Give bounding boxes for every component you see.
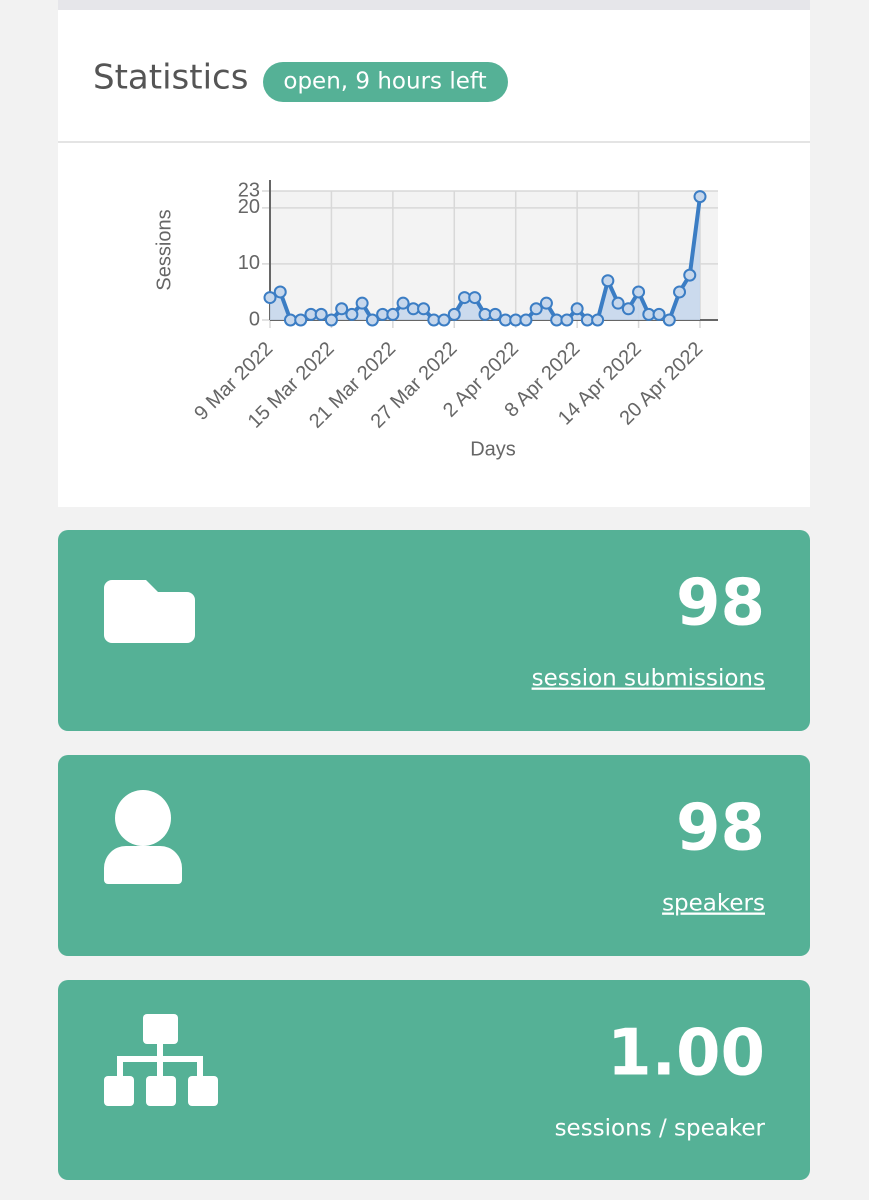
point xyxy=(560,313,574,327)
point xyxy=(601,274,615,288)
point xyxy=(355,296,369,310)
point xyxy=(488,307,502,321)
status-badge-text: open, 9 hours left xyxy=(283,69,486,95)
point xyxy=(570,302,584,316)
user-icon-head xyxy=(115,790,171,846)
point xyxy=(365,313,379,327)
x-axis-label: Days xyxy=(470,438,516,460)
point xyxy=(539,296,553,310)
point xyxy=(417,302,431,316)
y-tick-label: 23 xyxy=(238,179,260,201)
panel-title: Statistics xyxy=(93,58,248,98)
y-axis-label: Sessions xyxy=(153,209,175,290)
point xyxy=(632,285,646,299)
point xyxy=(396,296,410,310)
card-label: sessions / speaker xyxy=(555,1116,766,1142)
point xyxy=(437,313,451,327)
point xyxy=(386,307,400,321)
point xyxy=(345,307,359,321)
user-icon-body xyxy=(104,846,182,884)
point xyxy=(447,307,461,321)
point xyxy=(273,285,287,299)
point xyxy=(324,313,338,327)
point xyxy=(529,302,543,316)
status-badge xyxy=(263,62,508,102)
card xyxy=(58,980,810,1180)
panel-top xyxy=(58,0,810,10)
point xyxy=(652,307,666,321)
y-tick-label: 0 xyxy=(249,308,260,330)
point xyxy=(263,291,277,305)
card-link[interactable]: speakers xyxy=(662,891,765,917)
point xyxy=(591,313,605,327)
y-tick-label: 10 xyxy=(238,252,260,274)
point xyxy=(662,313,676,327)
point xyxy=(314,307,328,321)
card-value: 98 xyxy=(676,567,765,641)
card-link[interactable]: session submissions xyxy=(532,666,765,692)
point xyxy=(683,268,697,282)
sitemap-icon xyxy=(104,1014,218,1106)
y-tick-label: 20 xyxy=(238,196,260,218)
point xyxy=(294,313,308,327)
card xyxy=(58,530,810,731)
point xyxy=(519,313,533,327)
folder-icon xyxy=(104,580,195,643)
point xyxy=(468,291,482,305)
plot-area xyxy=(270,191,718,320)
point xyxy=(621,302,635,316)
point xyxy=(611,296,625,310)
point xyxy=(693,190,707,204)
card-value: 1.00 xyxy=(607,1017,765,1091)
point xyxy=(335,302,349,316)
card-value: 98 xyxy=(676,792,765,866)
card xyxy=(58,755,810,956)
point xyxy=(673,285,687,299)
